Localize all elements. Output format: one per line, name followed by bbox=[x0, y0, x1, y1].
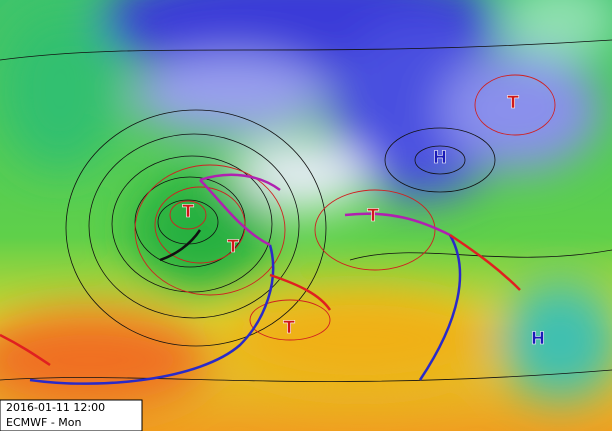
model-name: ECMWF - Mon bbox=[6, 416, 82, 429]
pressure-label: T bbox=[507, 93, 519, 113]
info-box: 2016-01-11 12:00 ECMWF - Mon bbox=[0, 399, 143, 431]
pressure-label: T bbox=[227, 237, 239, 257]
pressure-label: H bbox=[433, 148, 447, 168]
pressure-label: H bbox=[531, 329, 545, 349]
pressure-label: T bbox=[283, 318, 295, 338]
timestamp: 2016-01-11 12:00 bbox=[6, 401, 105, 414]
pressure-label: T bbox=[367, 206, 379, 226]
thickness-lines bbox=[134, 74, 556, 341]
pressure-label: T bbox=[182, 202, 194, 222]
fronts bbox=[0, 173, 521, 385]
pressure-labels: T T T T T H H bbox=[182, 93, 546, 350]
